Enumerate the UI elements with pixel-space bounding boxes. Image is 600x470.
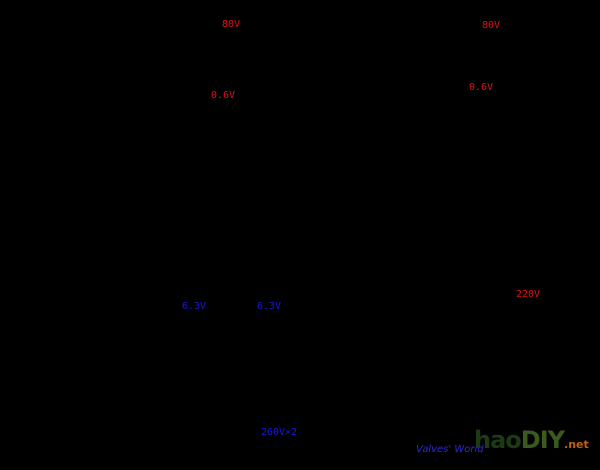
watermark: Valves' World	[416, 444, 484, 455]
voltage-label: 0.6V	[210, 90, 236, 101]
voltage-label: 220V	[515, 289, 541, 300]
voltage-label: 6.3V	[256, 301, 282, 312]
voltage-label: 6.3V	[181, 301, 207, 312]
voltage-label: 0.6V	[468, 82, 494, 93]
voltage-label: 80V	[481, 20, 501, 31]
logo-suffix: .net	[564, 438, 589, 451]
logo: haoDIY.net	[474, 426, 589, 454]
logo-brand: DIY	[520, 426, 565, 454]
logo-name: hao	[474, 426, 522, 454]
voltage-label: 80V	[221, 19, 241, 30]
voltage-label: 260V×2	[260, 427, 298, 438]
